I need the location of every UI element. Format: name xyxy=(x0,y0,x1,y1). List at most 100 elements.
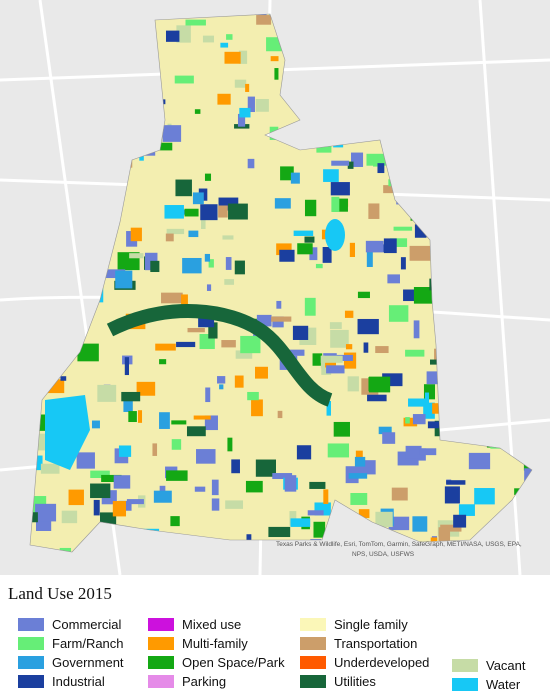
parcel xyxy=(126,499,144,505)
legend-item: Utilities xyxy=(300,673,376,689)
parcel xyxy=(35,503,57,522)
parcel xyxy=(387,274,400,284)
parcel xyxy=(90,483,111,499)
parcel xyxy=(246,534,252,545)
legend-item: Government xyxy=(18,654,124,670)
parcel xyxy=(357,291,370,299)
parcel xyxy=(382,432,396,444)
parcel xyxy=(357,318,379,335)
parcel xyxy=(378,426,392,435)
parcel xyxy=(349,242,356,257)
parcel xyxy=(194,109,201,114)
parcel xyxy=(201,218,206,229)
legend-label: Utilities xyxy=(334,673,376,689)
parcel xyxy=(186,426,206,437)
legend-item: Underdeveloped xyxy=(300,654,429,670)
legend-item: Multi-family xyxy=(148,635,248,651)
parcel xyxy=(235,350,253,359)
parcel xyxy=(91,420,100,429)
parcel xyxy=(204,253,211,262)
parcel xyxy=(373,154,378,167)
parcel xyxy=(171,420,187,425)
parcel xyxy=(129,253,144,259)
parcel xyxy=(255,98,269,112)
parcel xyxy=(296,445,312,460)
legend-swatch xyxy=(18,636,44,650)
parcel xyxy=(304,297,316,316)
legend-item: Parking xyxy=(148,673,226,689)
parcel xyxy=(59,547,72,552)
legend-label: Single family xyxy=(334,616,408,632)
parcel xyxy=(326,400,331,416)
parcel xyxy=(224,279,235,285)
parcel xyxy=(181,294,188,309)
parcel xyxy=(182,257,202,274)
parcel xyxy=(474,488,495,505)
parcel xyxy=(174,75,194,84)
parcel xyxy=(368,376,391,393)
parcel xyxy=(217,93,231,105)
parcel xyxy=(413,320,420,339)
parcel xyxy=(211,498,220,511)
parcel xyxy=(118,445,132,457)
legend-item: Commercial xyxy=(18,616,121,632)
parcel xyxy=(128,411,137,423)
legend-label: Industrial xyxy=(52,673,105,689)
parcel xyxy=(307,510,324,516)
parcel xyxy=(368,203,380,219)
parcel xyxy=(274,198,291,209)
parcel xyxy=(101,474,122,482)
parcel xyxy=(458,504,475,516)
parcel xyxy=(165,233,174,242)
parcel xyxy=(188,230,199,238)
parcel xyxy=(77,343,99,362)
legend-swatch xyxy=(300,674,326,688)
legend-title: Land Use 2015 xyxy=(8,584,112,603)
parcel xyxy=(124,357,130,376)
parcel xyxy=(238,50,248,64)
parcel xyxy=(326,365,345,374)
parcel xyxy=(97,384,117,402)
parcel xyxy=(30,512,38,523)
parcel xyxy=(251,399,263,417)
parcel xyxy=(194,486,206,492)
parcel xyxy=(219,384,224,390)
parcel xyxy=(159,412,170,429)
map: Texas Parks & Wildlife, Esri, TomTom, Ga… xyxy=(0,0,550,575)
parcel xyxy=(153,490,172,503)
legend-label: Government xyxy=(52,654,124,670)
parcel xyxy=(403,417,418,427)
parcel xyxy=(412,516,428,532)
parcel xyxy=(99,512,117,526)
legend-label: Vacant xyxy=(486,657,526,673)
parcel xyxy=(403,289,415,302)
parcel xyxy=(222,235,234,240)
parcel xyxy=(237,113,246,127)
parcel xyxy=(93,499,100,516)
parcel xyxy=(320,355,343,363)
parcel xyxy=(123,400,133,412)
parcel xyxy=(388,516,410,531)
parcel xyxy=(185,19,206,26)
parcel xyxy=(393,226,413,231)
parcel xyxy=(218,205,228,218)
parcel xyxy=(136,381,156,396)
parcel xyxy=(234,375,244,388)
parcel xyxy=(224,51,241,64)
parcel xyxy=(316,145,332,153)
legend-swatch xyxy=(148,636,174,650)
parcel xyxy=(309,481,326,489)
parcel xyxy=(192,192,204,205)
legend-item: Water xyxy=(452,676,520,692)
parcel xyxy=(240,335,261,354)
parcel xyxy=(367,394,387,402)
parcel xyxy=(322,246,332,263)
parcel xyxy=(228,203,248,220)
parcel xyxy=(221,340,236,348)
parcel xyxy=(279,249,295,262)
parcel xyxy=(282,349,305,356)
parcel xyxy=(331,160,350,166)
parcel xyxy=(234,260,245,275)
parcel xyxy=(323,489,329,504)
